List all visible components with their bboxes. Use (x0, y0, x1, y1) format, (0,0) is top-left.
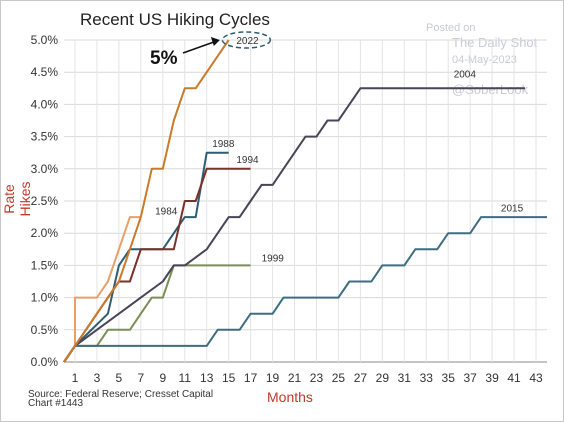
series-label-1999: 1999 (262, 254, 285, 265)
x-tick-label: 19 (266, 371, 280, 385)
x-tick-label: 17 (244, 371, 258, 385)
series-label-1988: 1988 (212, 139, 235, 150)
y-tick-label: 1.5% (31, 258, 59, 272)
x-tick-label: 5 (116, 371, 123, 385)
watermark-date: 04-May-2023 (452, 54, 517, 66)
y-tick-label: 3.5% (31, 130, 59, 144)
series-label-2022: 2022 (236, 36, 259, 47)
series-line-2022 (63, 39, 230, 363)
y-tick-label: 2.5% (31, 194, 59, 208)
x-tick-label: 11 (179, 371, 192, 385)
source-note: Source: Federal Reserve; Cresset Capital… (28, 389, 228, 409)
x-axis-label: Months (267, 389, 313, 405)
x-tick-label: 21 (288, 371, 302, 385)
annotation-5pct: 5% (150, 48, 178, 69)
y-tick-label: 3.0% (31, 162, 59, 176)
y-tick-label: 0.0% (31, 355, 59, 369)
y-tick-label: 5.0% (31, 33, 59, 47)
x-tick-label: 13 (200, 371, 214, 385)
watermark-posted: Posted on (426, 22, 476, 34)
x-tick-label: 41 (507, 371, 521, 385)
x-tick-label: 35 (442, 371, 456, 385)
x-tick-label: 27 (354, 371, 368, 385)
series-line-1999 (63, 264, 251, 363)
x-tick-label: 29 (376, 371, 390, 385)
annotation-arrow-head (210, 37, 220, 46)
highlight-ellipse-2022 (221, 31, 272, 49)
series-label-1994: 1994 (236, 155, 259, 166)
watermark-site: The Daily Shot (452, 35, 538, 50)
y-tick-label: 1.0% (31, 291, 59, 305)
x-tick-label: 7 (137, 371, 144, 385)
series-line-1988 (63, 151, 229, 363)
chart-number: Chart #1443 (28, 398, 84, 409)
source-text: Source: Federal Reserve; Cresset Capital (28, 389, 214, 400)
x-tick-label: 9 (159, 371, 166, 385)
y-tick-label: 4.0% (31, 97, 59, 111)
series-label-2015: 2015 (501, 203, 524, 214)
y-axis-label: Rate Hikes (1, 181, 33, 217)
y-tick-label: 2.0% (31, 226, 59, 240)
series-line-1984 (63, 216, 141, 363)
x-tick-label: 33 (420, 371, 434, 385)
series-label-2004: 2004 (454, 69, 477, 80)
x-tick-label: 37 (463, 371, 477, 385)
y-tick-label: 4.5% (31, 65, 59, 79)
x-tick-label: 3 (94, 371, 101, 385)
series-line-2015 (63, 216, 547, 363)
x-tick-label: 31 (398, 371, 412, 385)
chart-title: Recent US Hiking Cycles (80, 10, 270, 29)
x-tick-label: 25 (332, 371, 346, 385)
x-tick-label: 15 (222, 371, 236, 385)
x-tick-label: 39 (485, 371, 499, 385)
x-tick-label: 1 (72, 371, 79, 385)
series-line-2004 (63, 87, 525, 363)
x-tick-label: 23 (310, 371, 324, 385)
x-tick-label: 43 (529, 371, 543, 385)
watermark-handle: @SoberLook (452, 82, 529, 97)
y-tick-label: 0.5% (31, 323, 59, 337)
annotation-arrow-shaft (182, 41, 215, 54)
series-label-1984: 1984 (155, 207, 178, 218)
